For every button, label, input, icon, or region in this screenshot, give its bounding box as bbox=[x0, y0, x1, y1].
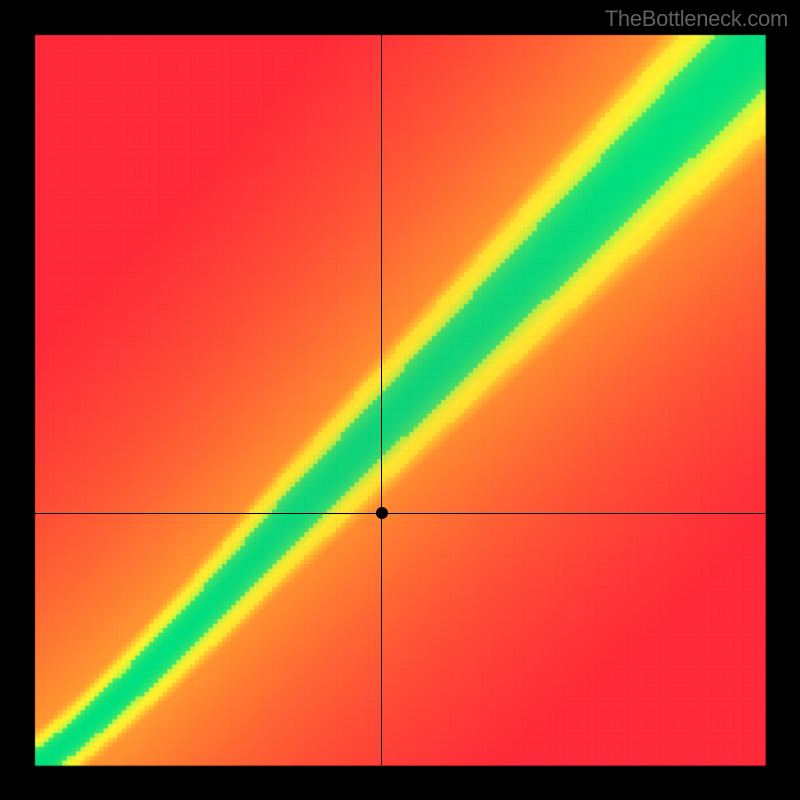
crosshair-vertical bbox=[381, 35, 382, 765]
crosshair-horizontal bbox=[35, 513, 765, 514]
crosshair-marker bbox=[376, 507, 388, 519]
watermark-text: TheBottleneck.com bbox=[605, 6, 788, 32]
heatmap-canvas bbox=[0, 0, 800, 800]
